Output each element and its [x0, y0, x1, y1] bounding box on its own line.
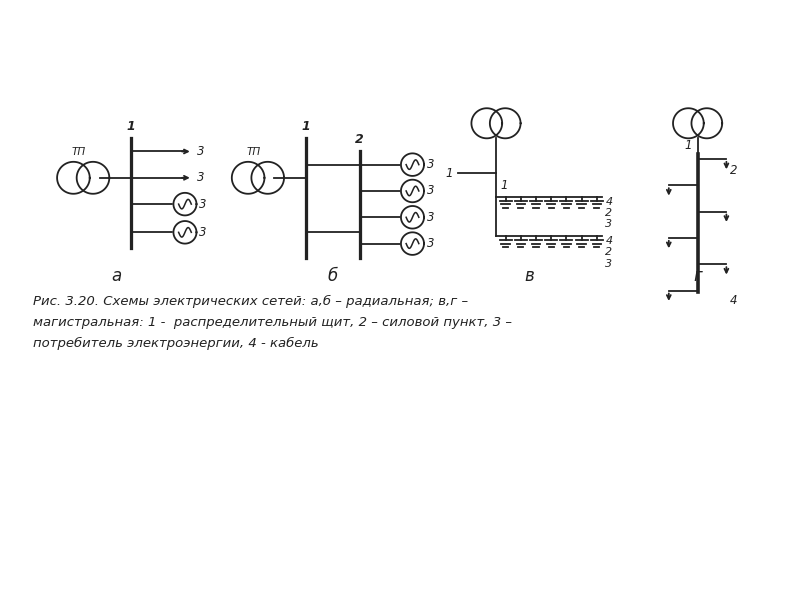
Text: 1: 1 — [127, 119, 135, 133]
Text: б: б — [328, 267, 338, 285]
Text: 4: 4 — [730, 295, 738, 307]
Circle shape — [57, 162, 90, 194]
Text: ТП: ТП — [71, 147, 86, 157]
Text: 3: 3 — [427, 184, 434, 197]
Circle shape — [673, 108, 704, 139]
Text: 3: 3 — [427, 237, 434, 250]
Circle shape — [251, 162, 284, 194]
Circle shape — [471, 108, 502, 139]
Text: 3: 3 — [199, 197, 207, 211]
Circle shape — [174, 221, 197, 244]
Text: Рис. 3.20. Схемы электрических сетей: а,б – радиальная; в,г –: Рис. 3.20. Схемы электрических сетей: а,… — [34, 295, 469, 308]
Text: г: г — [694, 267, 702, 285]
Text: 2: 2 — [730, 164, 738, 177]
Text: ТП: ТП — [246, 147, 260, 157]
Text: 4: 4 — [606, 236, 613, 246]
Text: 3: 3 — [606, 259, 613, 269]
Circle shape — [232, 162, 265, 194]
Circle shape — [691, 108, 722, 139]
Text: 3: 3 — [199, 226, 207, 239]
Text: 3: 3 — [427, 158, 434, 171]
Text: 2: 2 — [355, 133, 364, 146]
Text: 3: 3 — [606, 219, 613, 229]
Circle shape — [401, 154, 424, 176]
Text: 3: 3 — [427, 211, 434, 224]
Text: 1: 1 — [501, 179, 508, 192]
Circle shape — [490, 108, 521, 139]
Text: 1: 1 — [684, 139, 692, 152]
Circle shape — [174, 193, 197, 215]
Circle shape — [401, 206, 424, 229]
Text: магистральная: 1 -  распределительный щит, 2 – силовой пункт, 3 –: магистральная: 1 - распределительный щит… — [34, 316, 512, 329]
Text: 3: 3 — [198, 145, 205, 158]
Circle shape — [401, 232, 424, 255]
Text: 1: 1 — [302, 119, 310, 133]
Text: 3: 3 — [198, 172, 205, 184]
Circle shape — [401, 179, 424, 202]
Text: в: в — [525, 267, 534, 285]
Text: 1: 1 — [446, 167, 453, 179]
Circle shape — [77, 162, 110, 194]
Text: потребитель электроэнергии, 4 - кабель: потребитель электроэнергии, 4 - кабель — [34, 337, 319, 350]
Text: а: а — [112, 267, 122, 285]
Text: 2: 2 — [606, 247, 613, 257]
Text: 4: 4 — [606, 197, 613, 206]
Text: 2: 2 — [606, 208, 613, 218]
